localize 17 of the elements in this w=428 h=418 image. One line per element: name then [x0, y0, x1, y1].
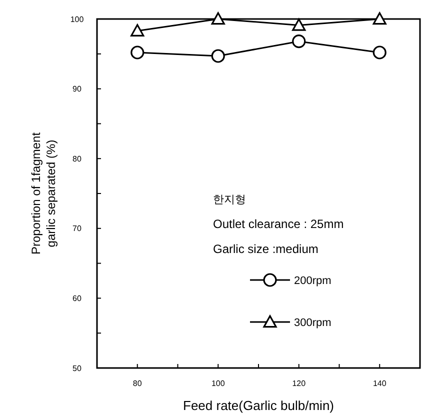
- y-tick-label: 70: [72, 224, 82, 234]
- x-tick-label: 120: [292, 379, 306, 388]
- y-tick-label: 60: [72, 294, 82, 303]
- annotation: Garlic size :medium: [213, 242, 318, 256]
- y-tick-label: 50: [72, 364, 82, 373]
- y-tick-label: 90: [72, 84, 82, 94]
- y-tick-label: 80: [72, 154, 82, 164]
- legend-label: 300rpm: [294, 316, 332, 329]
- legend-label: 200rpm: [294, 274, 332, 287]
- annotation: 한지형: [213, 194, 246, 206]
- x-tick-label: 100: [211, 379, 226, 388]
- y-axis-title: Proportion of 1fagment garlic separated (%): [29, 132, 58, 255]
- y-tick-label: 100: [70, 14, 84, 24]
- x-axis-title: Feed rate(Garlic bulb/min): [183, 398, 334, 413]
- x-tick-label: 140: [372, 379, 387, 388]
- x-tick-label: 80: [132, 379, 142, 388]
- annotation: Outlet clearance : 25mm: [213, 217, 344, 231]
